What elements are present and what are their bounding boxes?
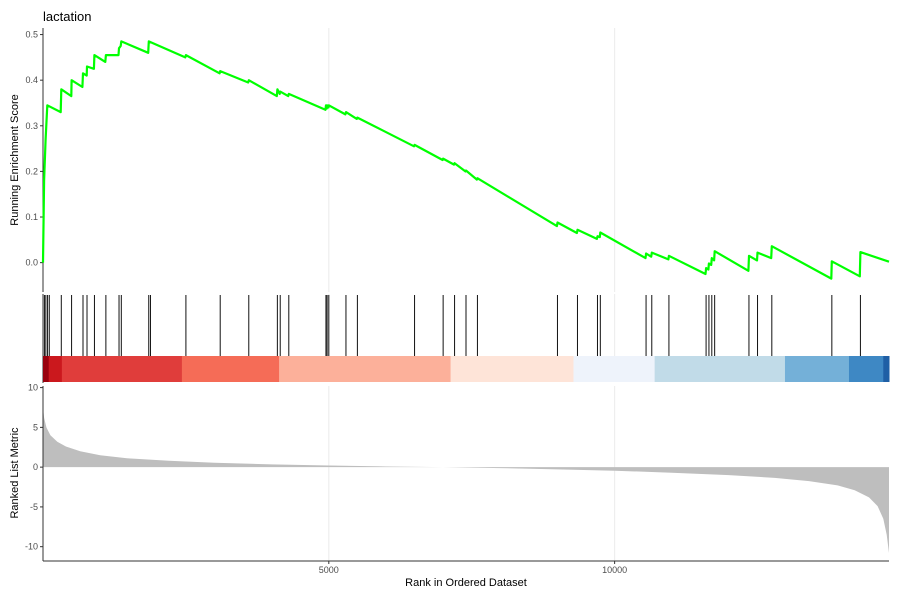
es-grid bbox=[328, 28, 616, 292]
hit-marks bbox=[43, 295, 861, 356]
rank-y-tick-label: -10 bbox=[25, 542, 38, 552]
color-bar-segment bbox=[279, 356, 452, 382]
rank-y-tick-label: -5 bbox=[30, 502, 38, 512]
es-y-tick-label: 0.3 bbox=[25, 121, 38, 131]
es-y-tick-label: 0.2 bbox=[25, 166, 38, 176]
x-ticks: 5000 10000 bbox=[319, 561, 627, 575]
enrichment-score-panel: 0.0 0.1 0.2 0.3 0.4 0.5 Running Enrichment Sc… bbox=[9, 28, 890, 292]
color-bar-segment bbox=[883, 356, 890, 382]
rank-y-tick-label: 10 bbox=[28, 383, 38, 393]
x-tick-label: 5000 bbox=[319, 565, 339, 575]
color-bar-segment bbox=[450, 356, 574, 382]
color-bar-segment bbox=[784, 356, 850, 382]
rank-y-ticks: 10 5 0 -5 -10 bbox=[25, 383, 43, 552]
color-bar-segment bbox=[654, 356, 786, 382]
rank-y-tick-label: 5 bbox=[33, 422, 38, 432]
rank-y-tick-label: 0 bbox=[33, 462, 38, 472]
color-bar-segment bbox=[848, 356, 884, 382]
ranked-metric-panel: 10 5 0 -5 -10 5000 10000 Ranked List Metric R… bbox=[9, 383, 889, 589]
gene-hits-panel bbox=[42, 294, 890, 383]
color-bar-segment bbox=[61, 356, 183, 382]
es-y-tick-label: 0.5 bbox=[25, 30, 38, 40]
running-enrichment-score-line bbox=[41, 40, 890, 280]
color-bar-segment bbox=[48, 356, 63, 382]
ranked-metric-area bbox=[43, 407, 889, 553]
x-tick-label: 10000 bbox=[602, 565, 627, 575]
rank-y-axis-title: Ranked List Metric bbox=[9, 427, 21, 519]
color-bar-segment bbox=[181, 356, 280, 382]
hits-grid bbox=[328, 294, 616, 356]
es-y-tick-label: 0.4 bbox=[25, 75, 38, 85]
x-axis-title: Rank in Ordered Dataset bbox=[405, 577, 527, 589]
color-bar-segment bbox=[43, 356, 50, 382]
es-y-axis-title: Running Enrichment Score bbox=[9, 94, 21, 225]
es-y-tick-label: 0.1 bbox=[25, 212, 38, 222]
rank-grid bbox=[328, 386, 616, 561]
es-y-tick-label: 0.0 bbox=[25, 258, 38, 268]
rank-color-bar bbox=[43, 356, 890, 382]
chart-title: lactation bbox=[43, 9, 91, 24]
es-y-ticks: 0.0 0.1 0.2 0.3 0.4 0.5 bbox=[25, 30, 43, 268]
color-bar-segment bbox=[573, 356, 656, 382]
